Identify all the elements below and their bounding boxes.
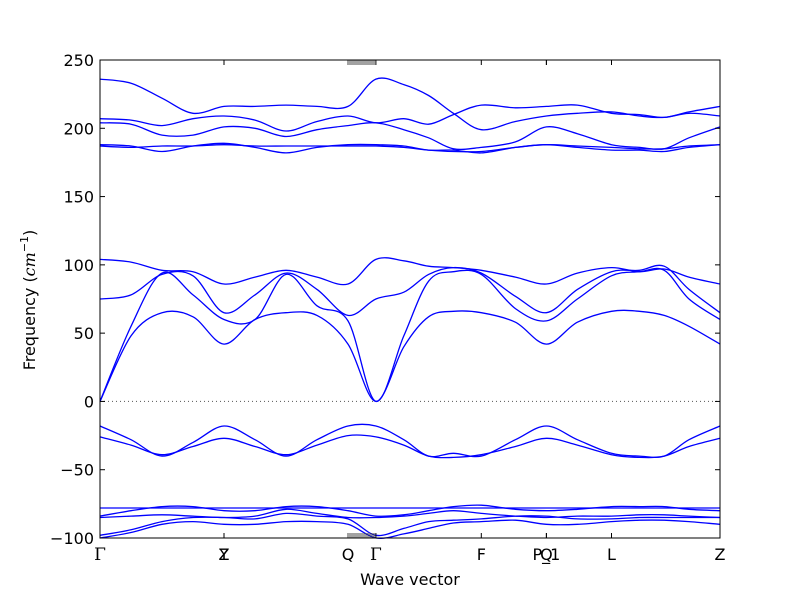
y-tick-label: 0	[84, 392, 94, 411]
x-qpoint-label: Γ	[370, 545, 382, 565]
band-line-7	[99, 264, 721, 317]
x-axis-label: Wave vector	[360, 570, 460, 589]
band-line-9	[99, 309, 721, 403]
x-qpoint-label: Z	[715, 545, 726, 564]
band-line-16	[99, 519, 721, 539]
band-line-6	[99, 257, 721, 286]
band-line-15	[99, 512, 720, 537]
y-axis-label: Frequency (cm−1)	[18, 230, 39, 371]
x-qpoint-label: L	[607, 545, 616, 564]
x-qpoint-label: P_1	[532, 545, 560, 565]
x-qpoint-label: Q	[540, 545, 553, 564]
y-axis-label-exp: −1	[18, 236, 31, 252]
y-tick-label: −50	[60, 461, 94, 480]
band-line-8	[99, 267, 721, 403]
band-line-11	[99, 434, 721, 459]
x-qpoint-label: F	[477, 545, 486, 564]
y-axis-label-text: Frequency (	[20, 276, 39, 370]
x-qpoint-label: Γ	[94, 545, 106, 565]
y-tick-label: 50	[74, 324, 94, 343]
band-line-10	[99, 423, 721, 459]
y-axis-label-unit: cm	[20, 252, 39, 276]
band-line-13	[99, 504, 721, 517]
x-qpoint-label: Q	[342, 545, 355, 564]
plot-frame	[99, 59, 721, 539]
y-tick-label: −100	[50, 529, 94, 548]
y-tick-label: 100	[63, 256, 94, 275]
band-line-3	[99, 122, 721, 151]
band-line-5	[99, 144, 721, 153]
label-layer: Wave vector Frequency (cm−1)	[18, 230, 460, 589]
x-qpoint-label: Z	[219, 545, 230, 564]
x-qpoint-label: Y	[218, 545, 229, 564]
y-tick-label: 150	[63, 188, 94, 207]
plot-area	[99, 77, 721, 539]
y-tick-label: 250	[63, 51, 94, 70]
band-line-2	[99, 104, 721, 132]
y-axis-label-close: )	[20, 230, 39, 236]
y-tick-label: 200	[63, 119, 94, 138]
